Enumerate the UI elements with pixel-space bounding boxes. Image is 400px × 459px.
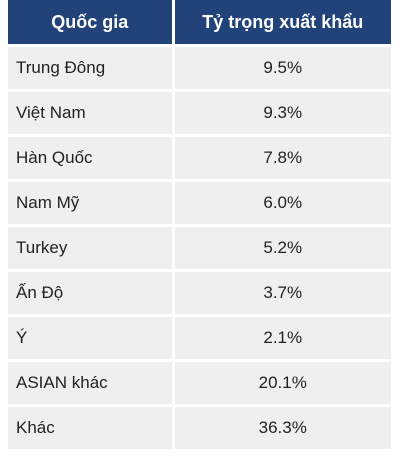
country-cell: Ấn Độ bbox=[8, 269, 175, 316]
table-row: Ý 2.1% bbox=[8, 314, 391, 361]
table-row: ASIAN khác 20.1% bbox=[8, 359, 391, 406]
table-row: Hàn Quốc 7.8% bbox=[8, 134, 391, 181]
country-cell: Việt Nam bbox=[8, 89, 175, 136]
table-row: Việt Nam 9.3% bbox=[8, 89, 391, 136]
table-row: Nam Mỹ 6.0% bbox=[8, 179, 391, 226]
share-cell: 5.2% bbox=[173, 224, 391, 271]
export-share-table: Quốc gia Tỷ trọng xuất khẩu Trung Đông 9… bbox=[8, 0, 391, 449]
share-cell: 7.8% bbox=[173, 134, 391, 181]
header-country: Quốc gia bbox=[8, 0, 175, 46]
country-cell: ASIAN khác bbox=[8, 359, 175, 406]
table-row: Khác 36.3% bbox=[8, 404, 391, 449]
country-cell: Nam Mỹ bbox=[8, 179, 175, 226]
country-cell: Turkey bbox=[8, 224, 175, 271]
table-row: Ấn Độ 3.7% bbox=[8, 269, 391, 316]
share-cell: 2.1% bbox=[173, 314, 391, 361]
country-cell: Hàn Quốc bbox=[8, 134, 175, 181]
header-export-share: Tỷ trọng xuất khẩu bbox=[173, 0, 391, 46]
table-row: Turkey 5.2% bbox=[8, 224, 391, 271]
country-cell: Trung Đông bbox=[8, 44, 175, 91]
share-cell: 3.7% bbox=[173, 269, 391, 316]
share-cell: 6.0% bbox=[173, 179, 391, 226]
table-row: Trung Đông 9.5% bbox=[8, 44, 391, 91]
share-cell: 9.3% bbox=[173, 89, 391, 136]
table-header-row: Quốc gia Tỷ trọng xuất khẩu bbox=[8, 0, 391, 46]
country-cell: Ý bbox=[8, 314, 175, 361]
share-cell: 20.1% bbox=[173, 359, 391, 406]
share-cell: 9.5% bbox=[173, 44, 391, 91]
share-cell: 36.3% bbox=[173, 404, 391, 449]
country-cell: Khác bbox=[8, 404, 175, 449]
